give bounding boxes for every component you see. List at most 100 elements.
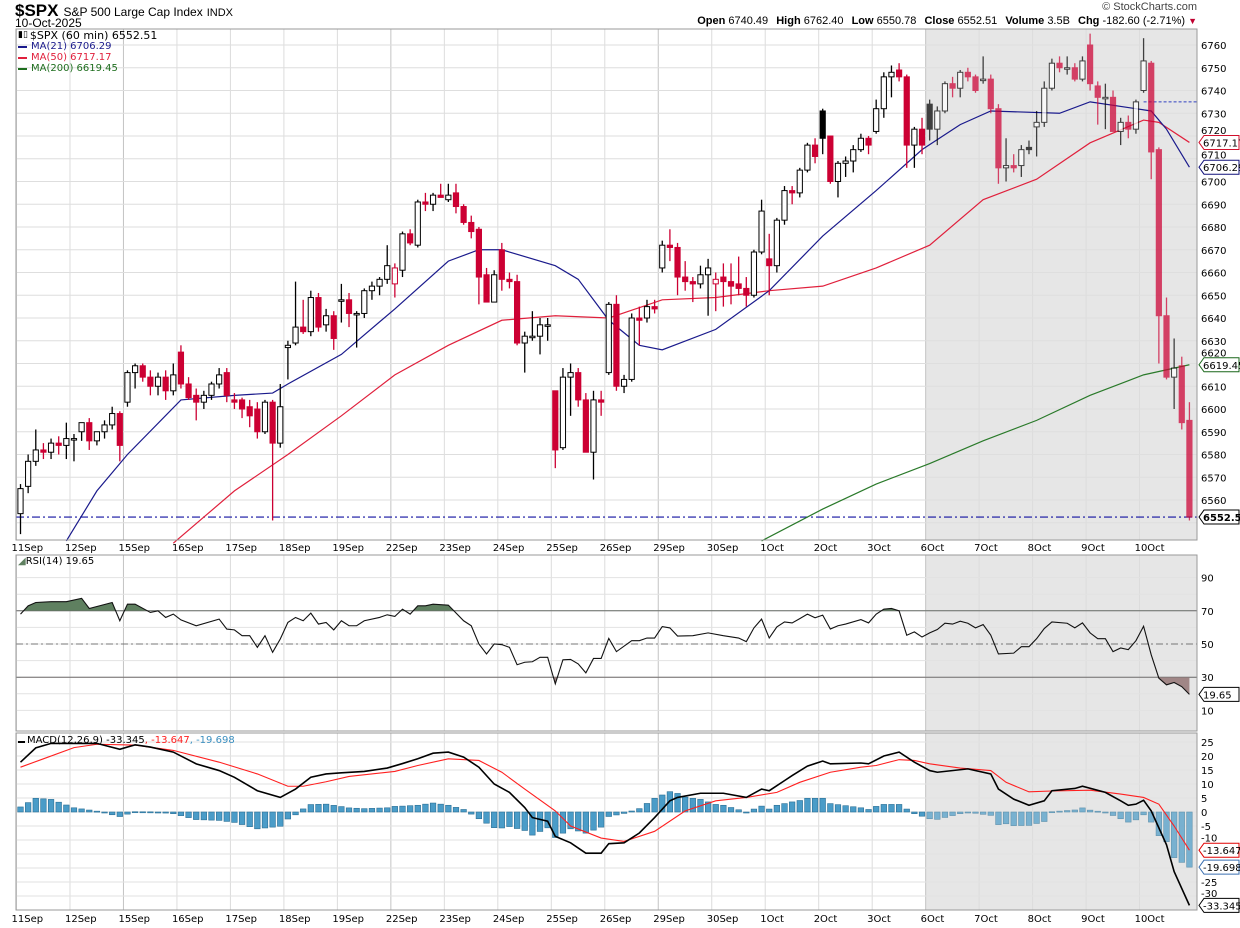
- high-value: 6762.40: [803, 15, 844, 27]
- candle-body: [643, 306, 651, 319]
- candle-body: [1056, 62, 1063, 69]
- date-label-bottom: 2Oct: [814, 914, 838, 925]
- macd-histogram-bar: [1048, 811, 1055, 814]
- copyright[interactable]: © StockCharts.com: [1102, 1, 1197, 13]
- legend-ma21[interactable]: MA(21) 6706.29: [31, 41, 112, 52]
- candle: [353, 311, 360, 348]
- candle: [284, 340, 291, 380]
- date-label-bottom: 23Sep: [439, 914, 471, 925]
- macd-histogram-tag: -19.698: [1198, 859, 1240, 875]
- candle: [911, 126, 918, 168]
- candle-body: [957, 71, 964, 89]
- candle-body: [559, 376, 567, 449]
- candle: [1010, 154, 1017, 173]
- macd-histogram-bar: [613, 811, 620, 816]
- candle-body: [238, 399, 246, 410]
- candle-body: [391, 267, 398, 285]
- candle: [926, 99, 933, 141]
- candle: [934, 106, 941, 146]
- candle: [819, 108, 826, 155]
- macd-histogram-bar: [720, 804, 727, 813]
- candle: [1117, 117, 1124, 146]
- macd-histogram-bar: [620, 811, 628, 814]
- candle-body: [1071, 67, 1078, 80]
- candle-body: [483, 274, 490, 303]
- candle: [896, 63, 903, 82]
- candle: [292, 281, 299, 346]
- date-label-bottom: 8Oct: [1028, 914, 1052, 925]
- candle: [147, 370, 154, 396]
- macd-histogram-bar: [391, 806, 398, 813]
- rsi-axis-label: 30: [1201, 673, 1214, 684]
- candle-body: [216, 374, 223, 385]
- date-label: 8Oct: [1028, 543, 1052, 554]
- macd-histogram-bar: [575, 811, 582, 832]
- macd-histogram-bar: [926, 811, 933, 820]
- macd-histogram-bar: [552, 811, 559, 838]
- macd-signal-tag-text: -13.647: [1203, 846, 1240, 857]
- legend-ma50[interactable]: MA(50) 6717.17: [31, 52, 112, 63]
- candle: [55, 436, 62, 455]
- macd-histogram-bar: [743, 811, 750, 814]
- macd-histogram-bar: [78, 808, 85, 813]
- candle-body: [613, 303, 620, 387]
- macd-histogram-bar: [712, 804, 719, 813]
- candle-body: [86, 422, 93, 442]
- candle: [246, 399, 253, 428]
- candle-body: [514, 281, 521, 344]
- rsi-axis-label: 10: [1201, 706, 1214, 717]
- candle: [521, 331, 528, 373]
- candle: [437, 183, 444, 198]
- macd-histogram-bar: [964, 811, 971, 814]
- macd-histogram-bar: [689, 797, 696, 813]
- date-label: 18Sep: [279, 543, 311, 554]
- macd-histogram-bar: [139, 811, 146, 814]
- macd-histogram-bar: [445, 804, 452, 813]
- macd-histogram-bar: [1002, 811, 1010, 825]
- candle: [429, 192, 437, 212]
- candle: [544, 318, 551, 341]
- macd-histogram-bar: [865, 809, 872, 813]
- legend-rsi[interactable]: RSI(14) 19.65: [25, 556, 95, 567]
- candle-body: [911, 128, 918, 146]
- candle-body: [154, 376, 162, 387]
- macd-histogram-bar: [284, 811, 292, 820]
- candle-body: [475, 228, 482, 278]
- macd-histogram-bar: [536, 811, 544, 832]
- candle-body: [170, 374, 177, 392]
- candle-body: [796, 169, 803, 194]
- candle-body: [918, 128, 926, 146]
- legend-ma200[interactable]: MA(200) 6619.45: [31, 63, 118, 74]
- candle: [414, 199, 421, 248]
- macd-axis-label: 25: [1201, 738, 1214, 749]
- macd-histogram-bar: [246, 811, 253, 827]
- price-axis-label: 6730: [1201, 109, 1226, 120]
- candle: [1125, 115, 1132, 139]
- macd-histogram-bar: [1109, 811, 1117, 816]
- price-axis-label: 6670: [1201, 246, 1226, 257]
- candle: [491, 270, 498, 303]
- macd-histogram-bar: [506, 811, 513, 827]
- candle-body: [529, 335, 536, 339]
- macd-histogram-bar: [582, 811, 589, 834]
- volume-value: 3.5B: [1047, 15, 1070, 27]
- macd-histogram-bar: [55, 801, 62, 813]
- date-label-bottom: 17Sep: [225, 914, 257, 925]
- macd-histogram-bar: [491, 811, 498, 828]
- rsi-legend: ◢RSI(14) 19.65: [18, 556, 94, 567]
- rsi-shaded-region: [925, 555, 1197, 731]
- candle: [949, 76, 956, 98]
- macd-histogram-bar: [452, 807, 460, 813]
- candle: [636, 306, 643, 346]
- candle-body: [766, 258, 773, 267]
- candle-body: [185, 383, 192, 399]
- candle: [918, 117, 926, 155]
- candle-body: [980, 78, 987, 82]
- macd-histogram-bar: [315, 804, 322, 813]
- legend-macd-name[interactable]: MACD(12,26,9): [27, 735, 103, 746]
- date-label: 29Sep: [653, 543, 685, 554]
- macd-axis-label: -30: [1201, 889, 1217, 900]
- price-axis-label: 6660: [1201, 269, 1226, 280]
- candle-body: [941, 83, 949, 112]
- candle-body: [1018, 149, 1025, 167]
